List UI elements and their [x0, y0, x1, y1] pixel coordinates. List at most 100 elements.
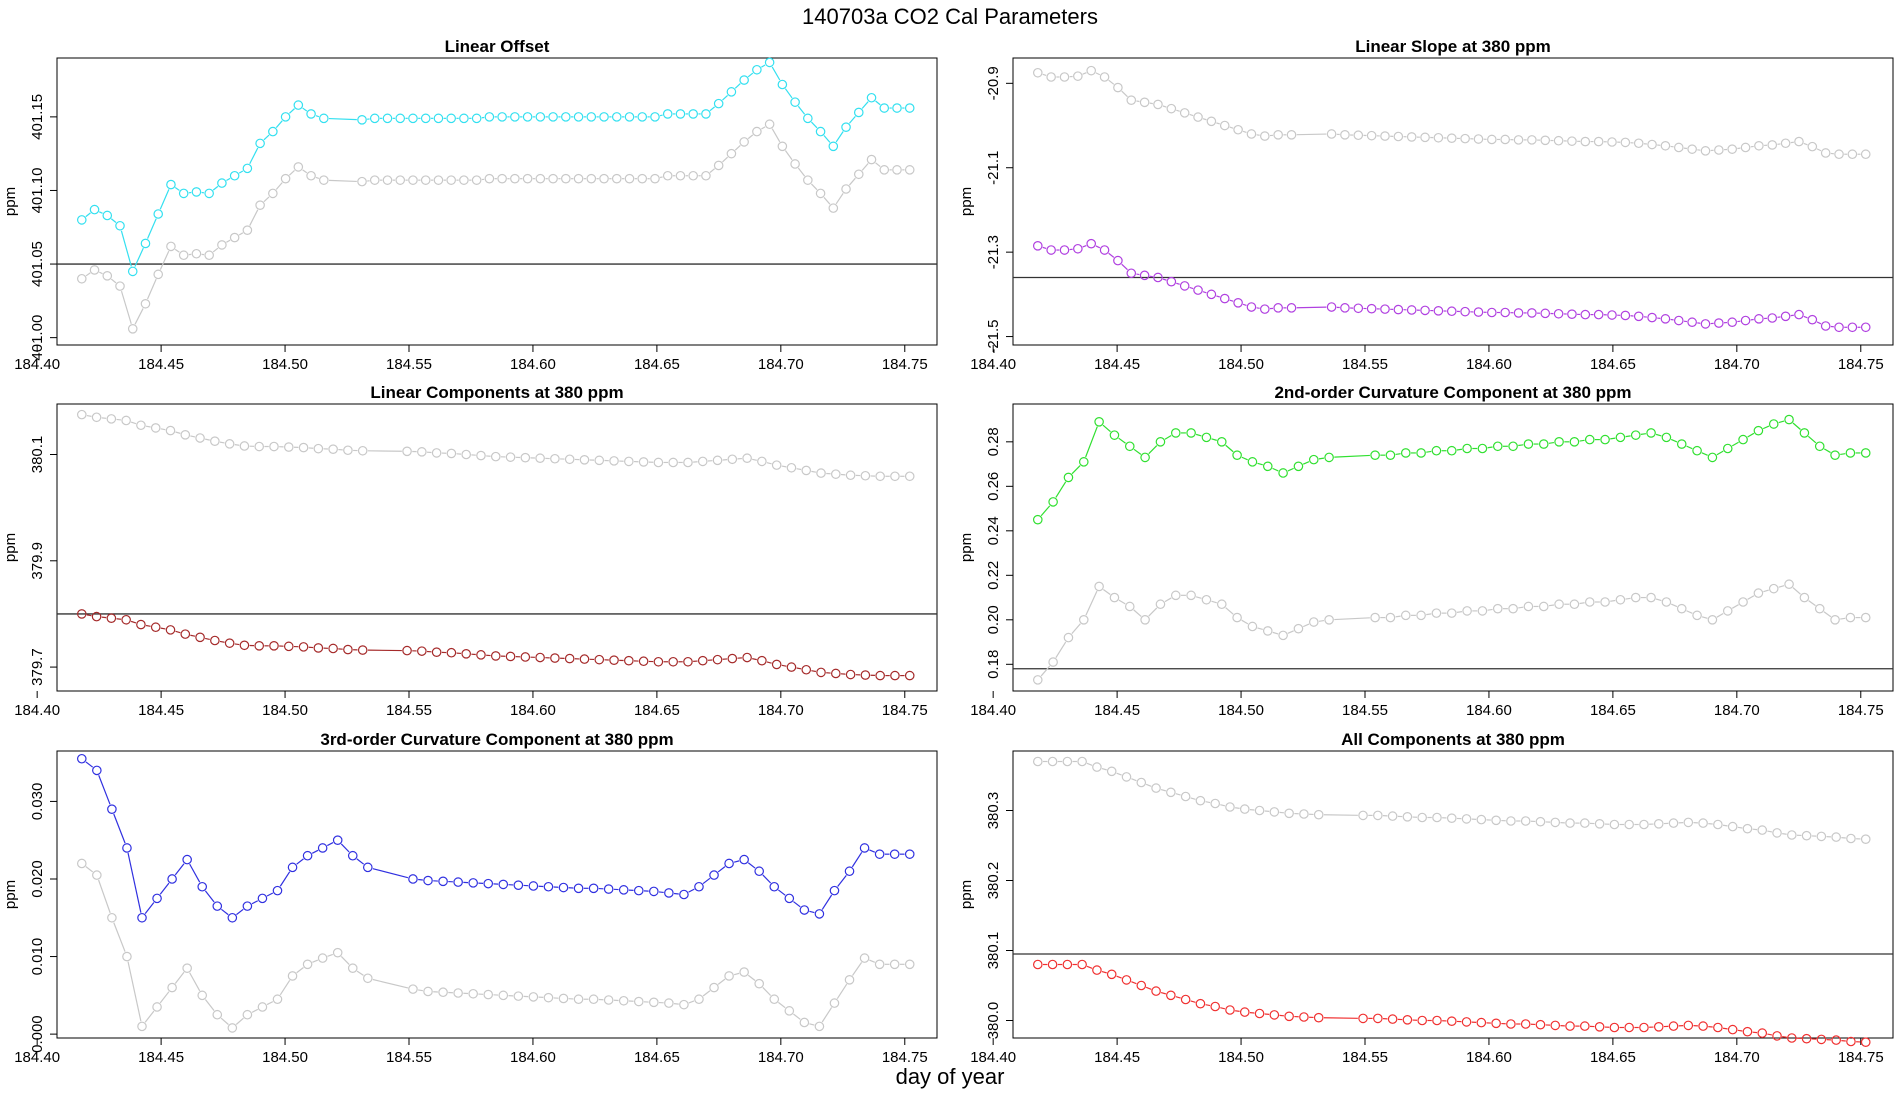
series-segment — [1116, 975, 1122, 979]
data-point — [1078, 615, 1089, 625]
series-segment — [189, 863, 201, 883]
data-point — [1140, 615, 1150, 625]
panel-4: 2nd-order Curvature Component at 380 ppm… — [958, 383, 1894, 719]
data-point — [1620, 137, 1631, 148]
data-point — [904, 959, 915, 970]
series-segment — [1323, 1017, 1358, 1019]
data-point — [1402, 811, 1413, 822]
data-point — [1099, 245, 1110, 255]
series-segment — [1121, 90, 1128, 98]
data-point — [579, 654, 590, 664]
data-point — [1676, 439, 1687, 449]
data-point — [535, 453, 545, 464]
data-point — [1406, 132, 1417, 142]
data-point — [790, 159, 800, 169]
data-point — [239, 441, 250, 451]
data-point — [1124, 601, 1135, 612]
data-point — [675, 170, 686, 181]
series-segment — [1302, 461, 1310, 465]
series-segment — [1722, 824, 1728, 827]
data-point — [829, 998, 840, 1008]
data-point — [853, 107, 864, 118]
data-point — [1624, 1022, 1634, 1033]
data-point — [1609, 819, 1620, 830]
series-segment — [1395, 453, 1401, 456]
data-point — [1624, 819, 1634, 830]
data-point — [1535, 816, 1546, 827]
series-segment — [793, 901, 801, 908]
x-tick-label: 184.50 — [262, 702, 308, 719]
data-point — [713, 160, 724, 171]
series-segment — [809, 910, 815, 914]
data-point — [1727, 317, 1737, 328]
series-segment — [1778, 585, 1785, 588]
x-tick-label: 184.50 — [1218, 356, 1264, 373]
series-segment — [781, 664, 787, 667]
series-segment — [174, 863, 185, 876]
series-segment — [127, 961, 142, 1022]
series-segment — [146, 278, 157, 300]
data-point — [1210, 1001, 1221, 1012]
data-point — [1416, 448, 1426, 458]
series-segment — [312, 959, 319, 963]
data-point — [1580, 309, 1591, 320]
series-segment — [275, 120, 283, 129]
panel-2: Linear Slope at 380 ppm 184.40 184.45 184.5… — [958, 37, 1894, 373]
data-point — [490, 651, 501, 661]
data-point — [694, 881, 704, 892]
data-point — [1794, 136, 1804, 147]
data-point — [814, 1021, 825, 1032]
x-tick-label: 184.45 — [138, 356, 184, 373]
data-point — [1048, 497, 1058, 507]
data-point — [1600, 434, 1610, 445]
data-point — [1139, 97, 1150, 108]
data-point — [1273, 303, 1283, 313]
data-point — [904, 165, 915, 175]
series-segment — [204, 890, 215, 903]
data-point — [1714, 318, 1724, 328]
data-point — [357, 445, 368, 456]
series-previous — [76, 409, 915, 482]
data-point — [1247, 621, 1258, 632]
y-axis-label: ppm — [2, 880, 19, 909]
x-tick-label: 184.40 — [970, 356, 1016, 373]
series-segment — [113, 922, 126, 952]
data-point — [1535, 1019, 1546, 1030]
data-point — [879, 165, 890, 175]
data-point — [298, 442, 309, 453]
series-segment — [1108, 79, 1115, 85]
y-tick-label: 0.000 — [29, 1015, 46, 1053]
data-point — [280, 173, 291, 184]
series-current — [1032, 414, 1871, 525]
data-point — [1326, 302, 1337, 312]
data-point — [483, 989, 494, 1000]
data-point — [89, 265, 100, 275]
data-point — [769, 881, 780, 892]
series-segment — [190, 435, 196, 438]
data-point — [137, 912, 147, 923]
data-point — [579, 455, 590, 465]
series-segment — [1118, 599, 1126, 605]
data-point — [1269, 1010, 1280, 1020]
data-point — [879, 103, 890, 113]
data-point — [382, 113, 393, 124]
data-point — [1032, 67, 1043, 78]
series-segment — [205, 438, 210, 441]
series-segment — [1082, 244, 1087, 248]
series-segment — [289, 170, 295, 176]
data-point — [417, 447, 427, 457]
data-point — [1358, 1013, 1368, 1024]
data-point — [1707, 615, 1718, 625]
series-segment — [204, 999, 215, 1011]
data-point — [1273, 130, 1283, 140]
data-point — [1233, 297, 1243, 308]
series-segment — [85, 866, 94, 873]
x-tick-label: 184.70 — [1714, 356, 1760, 373]
data-point — [1136, 777, 1147, 788]
data-point — [1416, 610, 1426, 621]
data-point — [239, 640, 250, 651]
data-point — [1136, 980, 1147, 991]
data-point — [1180, 994, 1191, 1005]
data-point — [1807, 141, 1818, 152]
data-point — [637, 112, 648, 122]
